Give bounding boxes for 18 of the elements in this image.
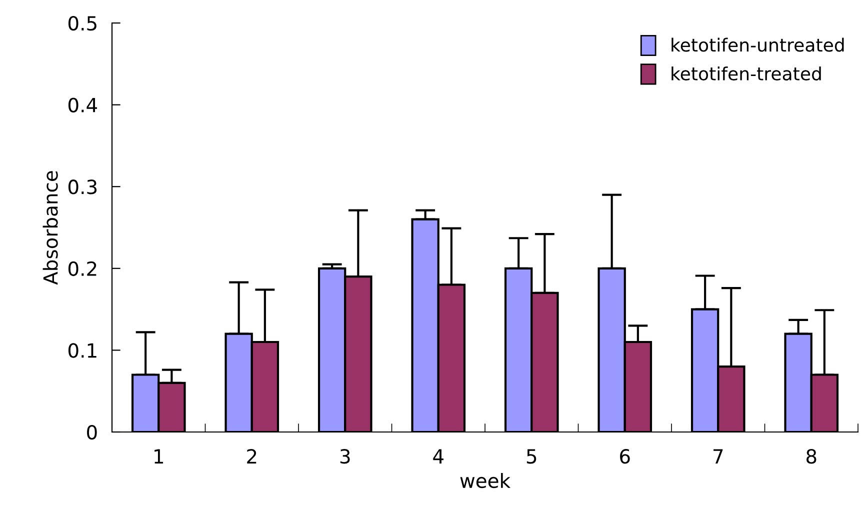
- legend-label: ketotifen-treated: [672, 66, 821, 80]
- y-tick-label: 0.1: [68, 343, 96, 358]
- y-tick-label: 0.5: [68, 16, 96, 31]
- x-tick-label: 6: [620, 449, 630, 464]
- x-tick-label: 5: [526, 449, 536, 464]
- x-axis-title: week: [460, 473, 510, 488]
- x-tick-label: 3: [340, 449, 350, 464]
- x-tick-label: 8: [806, 449, 816, 464]
- x-tick-label: 7: [714, 449, 723, 464]
- y-tick-label: 0.3: [68, 180, 97, 194]
- y-tick-label: 0.4: [68, 98, 98, 112]
- x-tick-label: 4: [433, 449, 444, 464]
- y-tick-label: 0: [87, 424, 97, 440]
- x-tick-label: 1: [154, 449, 164, 464]
- legend-label: ketotifen-untreated: [672, 38, 844, 52]
- y-tick-label: 0.2: [68, 261, 96, 276]
- y-axis-title: Absorbance: [42, 171, 58, 285]
- x-tick-label: 2: [247, 449, 256, 464]
